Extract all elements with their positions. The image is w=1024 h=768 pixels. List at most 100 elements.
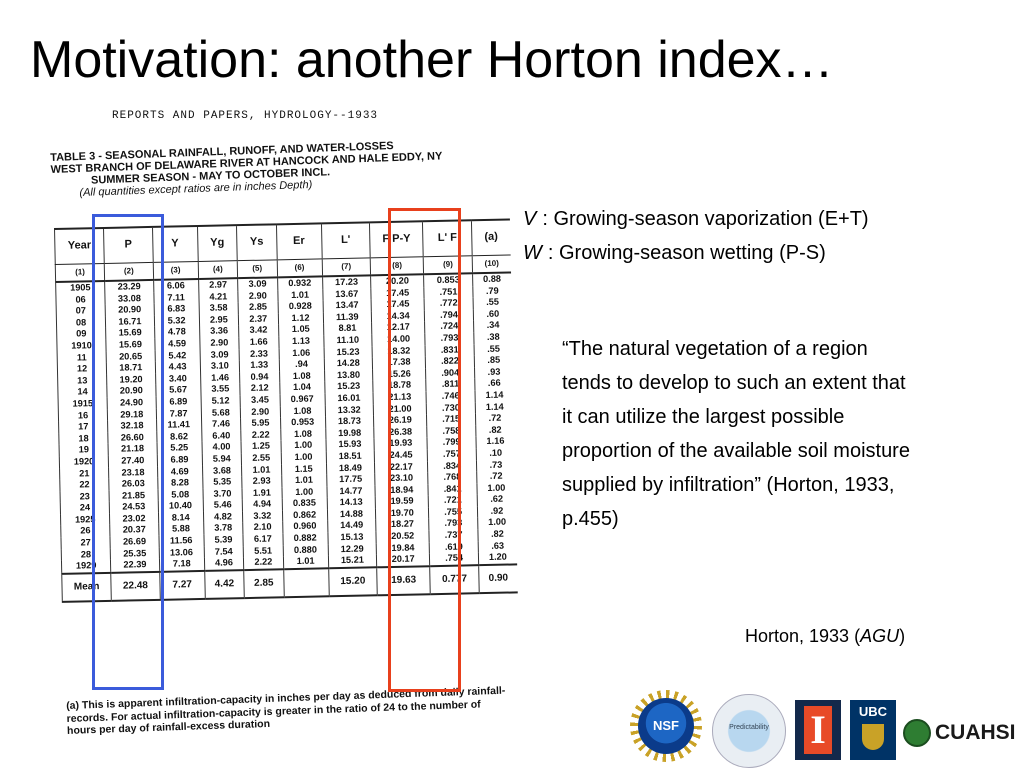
table-cell: 3.09 (199, 348, 240, 362)
blue-highlight-box (92, 214, 164, 690)
table-cell: 15.93 (325, 438, 375, 452)
table-cell: 1.00 (476, 482, 516, 495)
column-number: (7) (321, 257, 371, 277)
mean-cell: 0.90 (478, 564, 518, 594)
red-highlight-box (388, 208, 461, 692)
table-cell: .73 (476, 458, 516, 472)
table-cell: 3.68 (202, 464, 242, 478)
table-cell: .72 (476, 470, 516, 483)
table-cell: 15.23 (323, 345, 373, 359)
column-number: (5) (237, 259, 278, 279)
citation-suffix: ) (899, 626, 906, 646)
scanned-table-image: REPORTS AND PAPERS, HYDROLOGY--1933 TABL… (40, 100, 518, 768)
table-cell: 0.967 (279, 393, 325, 406)
table-cell: 2.97 (198, 278, 238, 292)
table-cell: 1.01 (241, 463, 282, 477)
table-cell: 2.12 (239, 382, 280, 396)
table-cell: 0.94 (239, 371, 280, 384)
table-cell: 5.12 (200, 395, 241, 408)
table-cell: 1.08 (279, 370, 325, 383)
symbol-v: V (523, 208, 537, 230)
table-cell: 7.18 (159, 558, 205, 572)
table-cell: .82 (475, 424, 515, 437)
table-cell: .55 (473, 342, 513, 356)
table-cell: 13.06 (158, 546, 205, 560)
mean-cell: 4.42 (204, 569, 245, 599)
table-cell: 0.960 (282, 520, 328, 534)
column-number: (6) (276, 258, 323, 278)
table-cell: 2.22 (243, 556, 284, 570)
column-header: (a) (471, 219, 511, 256)
table-cell: 0.953 (280, 416, 326, 430)
table-cell: 14.13 (326, 496, 376, 510)
table-cell: 18.73 (325, 415, 374, 429)
table-cell: 4.21 (198, 290, 239, 304)
table-cell: 2.90 (199, 337, 240, 350)
table-cell: 16.01 (324, 392, 374, 405)
symbol-w: W (523, 242, 542, 264)
table-cell: 1.33 (239, 359, 280, 372)
table-cell: 3.78 (203, 522, 244, 535)
column-number: (10) (471, 254, 512, 274)
definition-w-text: : Growing-season wetting (P-S) (547, 242, 826, 264)
table-cell: 2.90 (237, 289, 278, 303)
column-header: Yg (197, 225, 238, 262)
table-cell: 0.862 (282, 509, 328, 522)
cuahsi-mark-icon (903, 719, 931, 747)
table-cell: 5.95 (240, 417, 281, 430)
table-cell: 13.67 (322, 287, 372, 301)
table-cell: 3.10 (200, 360, 240, 373)
table-cell: 1.20 (478, 551, 518, 566)
table-cell: 13.32 (324, 403, 374, 417)
table-cell: 1.01 (277, 288, 323, 302)
table-cell: 1.00 (281, 486, 327, 499)
table-cell: 2.95 (199, 313, 239, 327)
citation-prefix: Horton, 1933 ( (745, 626, 861, 646)
ubc-logo: UBC (850, 700, 896, 760)
table-cell: 2.55 (241, 452, 282, 465)
table-cell: 0.88 (472, 272, 512, 286)
table-cell: 4.82 (203, 510, 243, 524)
citation-journal: AGU (860, 626, 900, 646)
table-cell: .92 (477, 505, 517, 518)
column-header: Ys (236, 224, 277, 261)
table-cell: .10 (475, 447, 515, 460)
table-cell: 7.46 (201, 418, 241, 431)
table-cell: 7.54 (203, 545, 244, 559)
table-cell: 3.42 (238, 324, 279, 338)
table-cell: 1.14 (475, 400, 514, 414)
table-cell: 1.00 (477, 516, 517, 530)
table-cell: 15.23 (324, 380, 374, 394)
mean-cell: 15.20 (328, 567, 378, 597)
table-cell: 1.91 (242, 486, 282, 500)
table-cell: .55 (472, 296, 512, 310)
table-cell: 2.85 (238, 301, 278, 314)
table-cell: 14.28 (323, 357, 373, 371)
table-cell: 14.88 (327, 508, 376, 521)
table-cell: 1.12 (277, 312, 324, 325)
table-cell: 6.40 (201, 429, 242, 443)
table-cell: 17.75 (326, 473, 375, 487)
table-cell: 10.40 (157, 500, 204, 513)
table-cell: 13.47 (322, 299, 372, 313)
mean-cell: 2.85 (243, 569, 284, 598)
table-cell: 2.93 (241, 475, 282, 488)
table-cell: 1.66 (238, 336, 279, 349)
cuahsi-logo-text: CUAHSI (935, 721, 1016, 744)
table-cell: 3.58 (198, 302, 239, 315)
table-cell: 1.04 (279, 381, 325, 395)
table-cell: 1.13 (278, 335, 324, 348)
table-cell: 1.08 (280, 428, 326, 441)
table-cell: 1.16 (475, 435, 515, 449)
table-cell: .82 (477, 528, 517, 541)
table-cell: 15.13 (327, 531, 377, 544)
table-cell: 1.00 (280, 439, 326, 453)
table-cell: .66 (474, 377, 514, 391)
table-cell: 4.96 (204, 557, 244, 571)
definition-v-text: : Growing-season vaporization (E+T) (542, 208, 869, 230)
table-caption: TABLE 3 - SEASONAL RAINFALL, RUNOFF, AND… (50, 138, 443, 200)
predictability-logo: Predictability (712, 694, 786, 768)
table-cell: 2.33 (239, 347, 279, 361)
table-footnote: (a) This is apparent infiltration-capaci… (66, 684, 506, 737)
table-cell: .79 (472, 285, 512, 298)
